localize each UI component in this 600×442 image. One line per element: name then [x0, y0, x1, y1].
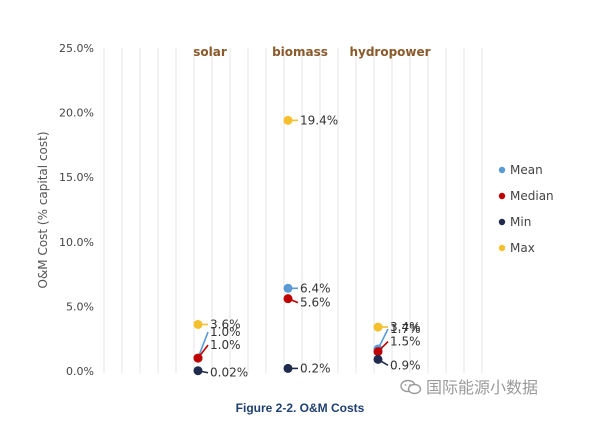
figure-caption: Figure 2-2. O&M Costs — [235, 401, 365, 415]
data-label: 1.0% — [210, 338, 241, 352]
data-label: 1.5% — [390, 335, 421, 349]
legend-label: Mean — [510, 163, 543, 177]
data-point-mean — [283, 283, 293, 293]
gridlines — [103, 48, 483, 373]
data-label: 3.6% — [210, 317, 241, 331]
data-label: 1.7% — [390, 322, 421, 336]
data-point-max — [373, 322, 383, 332]
data-label: 19.4% — [300, 113, 338, 127]
data-point-min — [283, 363, 293, 373]
y-tick-label: 25.0% — [59, 42, 94, 55]
data-label: 3.4% — [390, 320, 421, 334]
legend-label: Min — [510, 215, 531, 229]
y-tick-labels: 0.0% 5.0% 10.0% 15.0% 20.0% 25.0% — [59, 42, 94, 378]
data-label: 0.9% — [390, 358, 421, 372]
data-marks: 1.0% 6.4% 1.7% 1.0% 5.6% 1.5% 0.02% 0.2% 0.9% 3.6… — [193, 113, 421, 380]
watermark: 国际能源小数据 — [400, 374, 538, 398]
data-point-max — [283, 115, 293, 125]
watermark-text: 国际能源小数据 — [426, 378, 539, 397]
category-label: hydropower — [349, 45, 430, 59]
data-label: 0.2% — [300, 361, 331, 375]
y-tick-label: 15.0% — [59, 171, 94, 184]
data-label: 0.02% — [210, 366, 248, 380]
category-label: solar — [193, 45, 227, 59]
y-axis-title: O&M Cost (% capital cost) — [36, 131, 50, 288]
y-tick-label: 10.0% — [59, 236, 94, 249]
data-point-min — [193, 366, 203, 376]
data-label: 1.0% — [210, 325, 241, 339]
data-point-median — [193, 353, 203, 363]
data-point-max — [193, 319, 203, 329]
category-labels: solar biomass hydropower — [193, 45, 430, 59]
data-label: 6.4% — [300, 281, 331, 295]
data-point-median — [283, 294, 293, 304]
legend-label: Median — [510, 189, 554, 203]
legend-marker — [498, 218, 506, 226]
legend: Mean Median Min Max — [498, 163, 554, 255]
legend-marker — [498, 244, 506, 252]
data-label: 5.6% — [300, 296, 331, 310]
y-tick-label: 20.0% — [59, 107, 94, 120]
wechat-icon — [400, 379, 422, 395]
legend-marker — [498, 192, 506, 200]
leader-line — [197, 331, 209, 359]
legend-marker — [498, 166, 506, 174]
category-label: biomass — [272, 45, 328, 59]
data-point-min — [373, 354, 383, 364]
data-point-median — [373, 347, 383, 357]
y-tick-label: 0.0% — [66, 365, 94, 378]
legend-label: Max — [510, 241, 535, 255]
y-tick-label: 5.0% — [66, 300, 94, 313]
